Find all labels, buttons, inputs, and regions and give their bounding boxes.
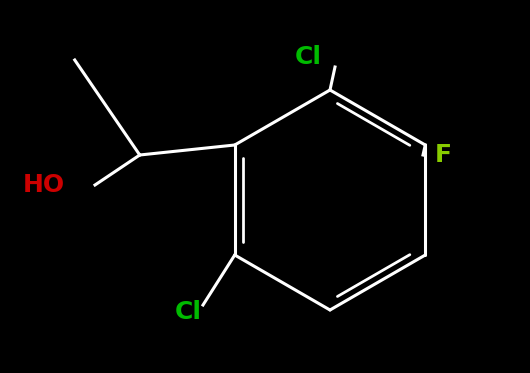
Text: Cl: Cl: [295, 45, 322, 69]
Text: Cl: Cl: [175, 300, 202, 324]
Text: F: F: [435, 143, 452, 167]
Text: HO: HO: [23, 173, 65, 197]
